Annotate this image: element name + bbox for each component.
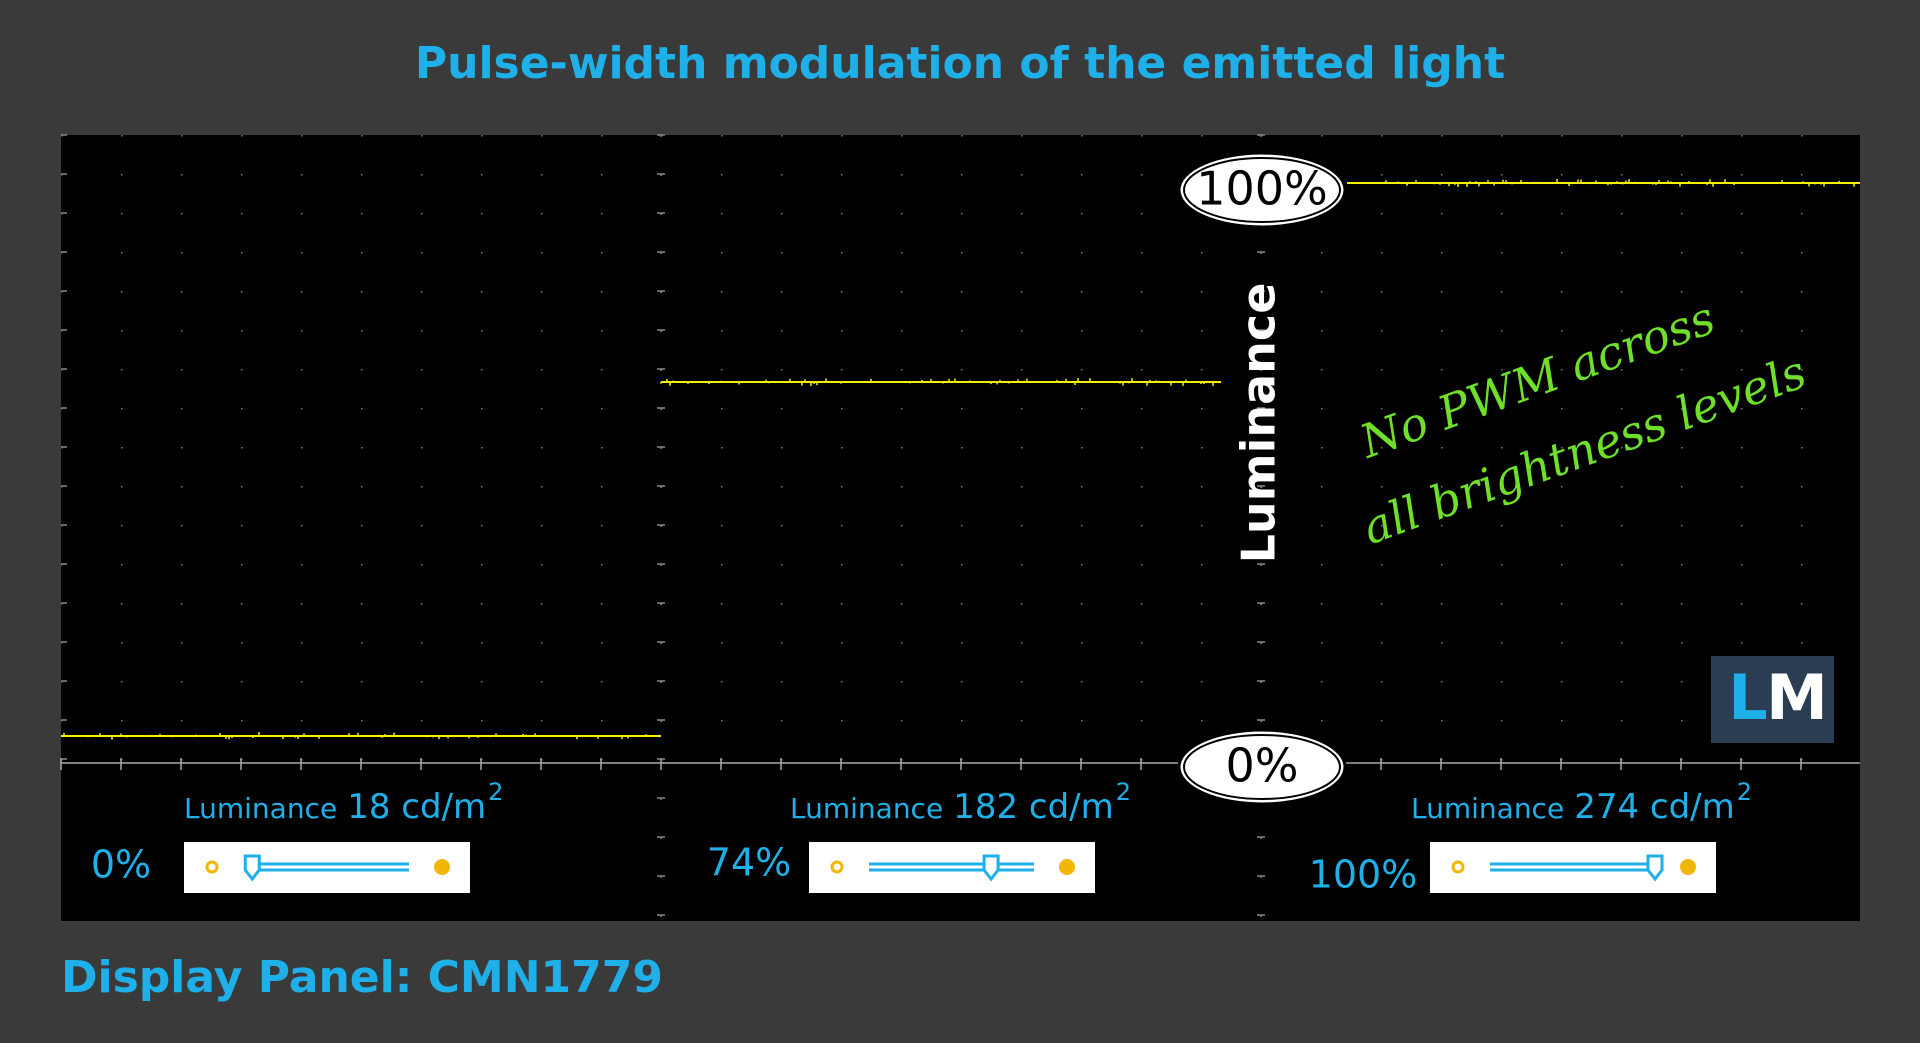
marker-bottom: 0% bbox=[1226, 739, 1299, 793]
sun-small bbox=[830, 860, 844, 874]
slider-box bbox=[1430, 842, 1716, 893]
luminance-label: Luminance bbox=[1411, 792, 1564, 825]
logo-l: L bbox=[1728, 661, 1768, 734]
slider-thumb bbox=[1646, 854, 1664, 882]
trace-noise bbox=[1385, 179, 1855, 187]
marker-oval bbox=[1183, 157, 1341, 223]
sun-large bbox=[434, 859, 450, 875]
footer: Display Panel: CMN1779 bbox=[61, 952, 663, 1003]
sun-large bbox=[1059, 859, 1075, 875]
trace-noise bbox=[63, 732, 659, 740]
marker-top: 100% bbox=[1196, 162, 1328, 216]
panels: Luminance 18 cd/m 20%Luminance 182 cd/m 274%… bbox=[91, 778, 1752, 897]
luminance-value: 274 cd/m bbox=[1574, 787, 1735, 827]
grid bbox=[61, 135, 1860, 763]
marker-oval bbox=[1183, 734, 1341, 800]
exponent: 2 bbox=[1116, 778, 1131, 806]
slider-thumb bbox=[243, 854, 261, 882]
traces bbox=[61, 179, 1860, 740]
slider-box bbox=[809, 842, 1095, 893]
logo bbox=[1711, 656, 1834, 743]
brightness: 0% bbox=[91, 843, 151, 887]
marker-oval bbox=[1177, 151, 1347, 229]
marker-oval bbox=[1177, 728, 1347, 806]
slider-box bbox=[184, 842, 470, 893]
logo-m: M bbox=[1766, 661, 1828, 734]
sun-small bbox=[205, 860, 219, 874]
brightness: 74% bbox=[707, 841, 791, 885]
axis-label: Luminance bbox=[1232, 283, 1286, 564]
exponent: 2 bbox=[488, 778, 503, 806]
title: Pulse-width modulation of the emitted li… bbox=[415, 38, 1505, 89]
sun-small bbox=[1451, 860, 1465, 874]
trace-noise bbox=[660, 378, 1214, 386]
luminance-value: 182 cd/m bbox=[953, 787, 1114, 827]
luminance-label: Luminance bbox=[790, 792, 943, 825]
sun-large bbox=[1680, 859, 1696, 875]
luminance-label: Luminance bbox=[184, 792, 337, 825]
exponent: 2 bbox=[1737, 778, 1752, 806]
luminance-value: 18 cd/m bbox=[347, 787, 486, 827]
slider-thumb bbox=[982, 854, 1000, 882]
brightness: 100% bbox=[1309, 853, 1418, 897]
